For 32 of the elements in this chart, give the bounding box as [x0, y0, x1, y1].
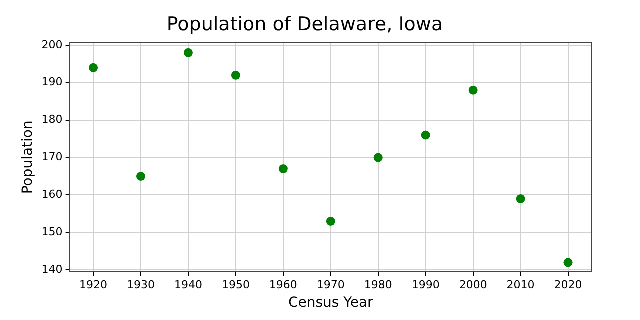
- point: [516, 194, 526, 204]
- point: [374, 153, 383, 162]
- x-tick-label: 2020: [554, 278, 582, 292]
- x-tick-label: 1940: [174, 278, 202, 292]
- y-tick-label: 170: [42, 150, 63, 164]
- chart-title: Population of Delaware, Iowa: [166, 13, 444, 36]
- y-tick-label: 140: [42, 262, 63, 276]
- y-axis-title: Population: [20, 120, 36, 194]
- point: [184, 48, 193, 58]
- x-tick-label: 1990: [412, 278, 440, 292]
- point: [231, 70, 240, 80]
- point: [136, 172, 146, 181]
- x-tick-label: 1950: [222, 278, 250, 292]
- point: [326, 216, 336, 226]
- x-tick-label: 2010: [506, 278, 535, 292]
- point: [89, 63, 98, 72]
- y-tick-label: 180: [42, 113, 63, 126]
- y-tick-label: 200: [42, 38, 63, 52]
- x-tick-label: 1920: [80, 278, 108, 292]
- point: [468, 86, 478, 95]
- y-tick-label: 190: [42, 76, 63, 89]
- y-tick-label: 160: [42, 188, 63, 202]
- point: [564, 258, 573, 268]
- x-tick-label: 1970: [316, 278, 345, 292]
- x-tick-label: 1930: [127, 278, 156, 292]
- x-tick-label: 2000: [459, 278, 488, 292]
- x-tick-label: 1960: [269, 278, 298, 292]
- point: [278, 164, 288, 174]
- x-axis-title: Census Year: [288, 295, 374, 312]
- x-tick-label: 1980: [364, 278, 392, 292]
- point: [421, 130, 430, 140]
- y-tick-label: 150: [42, 226, 63, 239]
